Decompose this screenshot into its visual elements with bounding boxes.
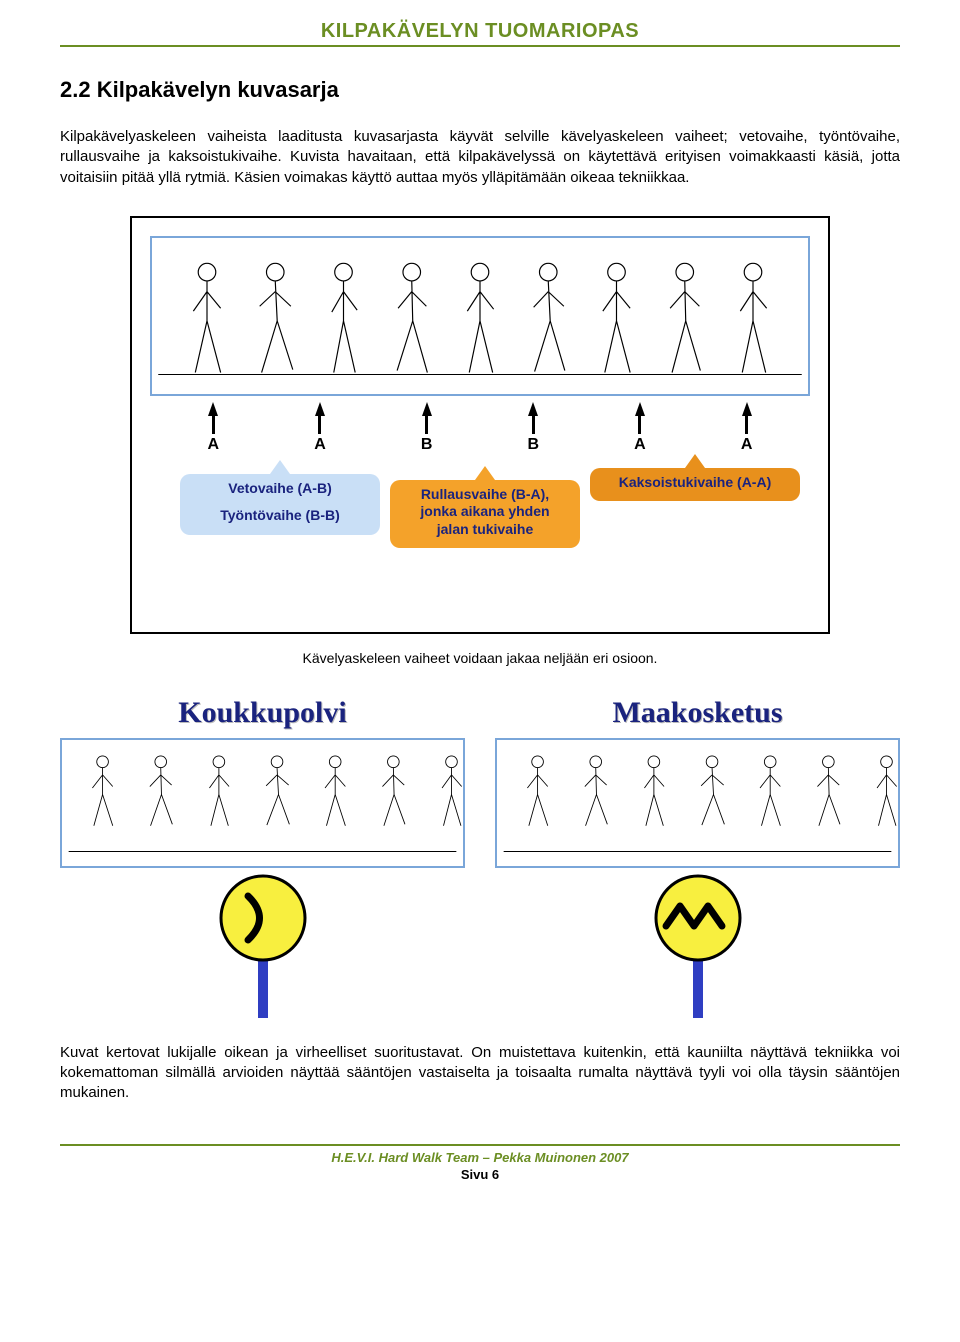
- panel-title: Koukkupolvi: [60, 696, 465, 730]
- phase-marker: A: [634, 402, 646, 454]
- walkers-small: [497, 740, 898, 866]
- phase-markers-row: A A B B A A: [150, 402, 810, 454]
- intro-paragraph: Kilpakävelyaskeleen vaiheista laaditusta…: [60, 127, 900, 188]
- phase-marker: B: [528, 402, 540, 454]
- panel-frame: [495, 738, 900, 868]
- callout-kaksoistuki: Kaksoistukivaihe (A-A): [590, 468, 800, 502]
- page-header-title: KILPAKÄVELYN TUOMARIOPAS: [60, 20, 900, 47]
- phase-callouts: Vetovaihe (A-B) Työntövaihe (B-B) Rullau…: [150, 462, 810, 592]
- footer-credit: H.E.V.I. Hard Walk Team – Pekka Muinonen…: [60, 1150, 900, 1165]
- bent-knee-sign-icon: [203, 868, 323, 1018]
- callout-veto-tyonto: Vetovaihe (A-B) Työntövaihe (B-B): [180, 474, 380, 535]
- panel-frame: [60, 738, 465, 868]
- sign-bent-knee: [60, 868, 465, 1023]
- contact-loss-sign-icon: [638, 868, 758, 1018]
- callout-text: Työntövaihe (B-B): [192, 507, 368, 525]
- section-heading: 2.2 Kilpakävelyn kuvasarja: [60, 77, 900, 103]
- phase-marker: B: [421, 402, 433, 454]
- panel-title: Maakosketus: [495, 696, 900, 730]
- phase-marker: A: [314, 402, 326, 454]
- panel-koukkupolvi: Koukkupolvi: [60, 696, 465, 1023]
- callout-text: Vetovaihe (A-B): [192, 480, 368, 498]
- callout-text: Rullausvaihe (B-A),: [402, 486, 568, 504]
- callout-rullaus: Rullausvaihe (B-A), jonka aikana yhden j…: [390, 480, 580, 549]
- callout-text: jalan tukivaihe: [402, 521, 568, 539]
- walkers-small: [62, 740, 463, 866]
- panel-maakosketus: Maakosketus: [495, 696, 900, 1023]
- phase-marker: A: [741, 402, 753, 454]
- footer-page-number: Sivu 6: [60, 1167, 900, 1182]
- figure-phases: A A B B A A Vetovaihe (A-B) Työntövaihe …: [130, 216, 830, 634]
- page-footer: H.E.V.I. Hard Walk Team – Pekka Muinonen…: [60, 1144, 900, 1182]
- walkers-illustration: [152, 238, 808, 394]
- callout-text: Kaksoistukivaihe (A-A): [602, 474, 788, 492]
- sign-contact: [495, 868, 900, 1023]
- walk-sequence-panel: [150, 236, 810, 396]
- bottom-paragraph: Kuvat kertovat lukijalle oikean ja virhe…: [60, 1043, 900, 1104]
- callout-text: jonka aikana yhden: [402, 503, 568, 521]
- figure-caption: Kävelyaskeleen vaiheet voidaan jakaa nel…: [60, 650, 900, 666]
- fault-panels-row: Koukkupolvi: [60, 696, 900, 1023]
- phase-marker: A: [208, 402, 220, 454]
